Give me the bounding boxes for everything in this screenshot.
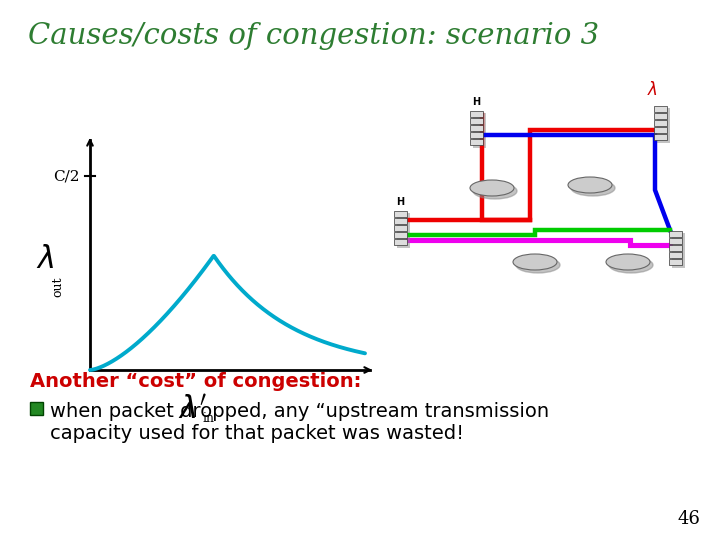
Bar xyxy=(394,239,407,245)
Text: H: H xyxy=(396,197,404,207)
Bar xyxy=(394,211,407,217)
Text: C/2: C/2 xyxy=(53,170,80,184)
Ellipse shape xyxy=(513,254,557,270)
Text: when packet dropped, any “upstream transmission: when packet dropped, any “upstream trans… xyxy=(50,402,549,421)
Bar xyxy=(397,213,410,248)
Bar xyxy=(668,238,682,244)
Bar xyxy=(654,120,667,126)
Text: Causes/costs of congestion: scenario 3: Causes/costs of congestion: scenario 3 xyxy=(28,22,599,50)
Ellipse shape xyxy=(568,177,612,193)
Bar xyxy=(668,259,682,265)
Text: 46: 46 xyxy=(677,510,700,528)
Bar xyxy=(657,108,670,143)
Bar xyxy=(469,125,482,131)
Text: $\lambda$: $\lambda$ xyxy=(36,245,54,275)
Ellipse shape xyxy=(609,257,653,273)
Bar xyxy=(654,113,667,119)
Bar xyxy=(469,132,482,138)
Text: H: H xyxy=(472,97,480,107)
Bar xyxy=(472,113,485,148)
Bar xyxy=(394,218,407,224)
Text: in: in xyxy=(202,411,215,424)
Bar xyxy=(668,245,682,251)
Bar xyxy=(469,118,482,124)
Text: Another “cost” of congestion:: Another “cost” of congestion: xyxy=(30,372,361,391)
Text: $\lambda$: $\lambda$ xyxy=(647,81,657,99)
Text: out: out xyxy=(52,276,65,296)
Bar xyxy=(654,127,667,133)
Text: capacity used for that packet was wasted!: capacity used for that packet was wasted… xyxy=(50,424,464,443)
Bar xyxy=(654,106,667,112)
Bar xyxy=(668,231,682,237)
Bar xyxy=(668,252,682,258)
Ellipse shape xyxy=(470,180,514,196)
Ellipse shape xyxy=(473,183,517,199)
Ellipse shape xyxy=(516,257,560,273)
Bar xyxy=(654,134,667,140)
Ellipse shape xyxy=(571,180,615,196)
Bar xyxy=(469,111,482,117)
Bar xyxy=(394,232,407,238)
Ellipse shape xyxy=(606,254,650,270)
Bar xyxy=(469,139,482,145)
Bar xyxy=(394,225,407,231)
Bar xyxy=(30,402,43,415)
Bar xyxy=(672,233,685,268)
Text: $\lambda'$: $\lambda'$ xyxy=(178,395,207,426)
